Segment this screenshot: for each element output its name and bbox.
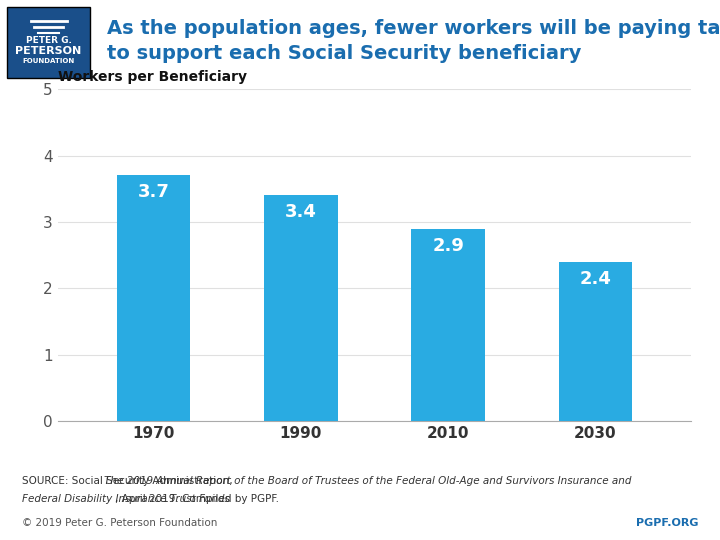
Text: FOUNDATION: FOUNDATION bbox=[22, 58, 75, 64]
Text: 3.7: 3.7 bbox=[138, 184, 169, 201]
Text: The 2019 Annual Report of the Board of Trustees of the Federal Old-Age and Survi: The 2019 Annual Report of the Board of T… bbox=[104, 476, 632, 487]
Bar bbox=[411, 228, 485, 421]
Text: © 2019 Peter G. Peterson Foundation: © 2019 Peter G. Peterson Foundation bbox=[22, 518, 217, 529]
Text: Federal Disability Insurance Trust Funds: Federal Disability Insurance Trust Funds bbox=[22, 494, 230, 504]
Text: 3.4: 3.4 bbox=[285, 204, 317, 221]
Text: SOURCE: Social Security Administration,: SOURCE: Social Security Administration, bbox=[22, 476, 235, 487]
FancyBboxPatch shape bbox=[7, 7, 90, 78]
Text: , April 2019. Compiled by PGPF.: , April 2019. Compiled by PGPF. bbox=[115, 494, 279, 504]
Text: 2.9: 2.9 bbox=[432, 237, 464, 254]
Text: PETER G.: PETER G. bbox=[26, 36, 71, 45]
Bar bbox=[559, 262, 632, 421]
Text: PGPF.ORG: PGPF.ORG bbox=[636, 518, 698, 529]
Text: PETERSON: PETERSON bbox=[15, 46, 82, 56]
Text: 2.4: 2.4 bbox=[580, 270, 611, 288]
Bar bbox=[264, 195, 338, 421]
Text: As the population ages, fewer workers will be paying taxes
to support each Socia: As the population ages, fewer workers wi… bbox=[107, 19, 720, 63]
Bar bbox=[117, 176, 190, 421]
Text: Workers per Beneficiary: Workers per Beneficiary bbox=[58, 70, 246, 84]
